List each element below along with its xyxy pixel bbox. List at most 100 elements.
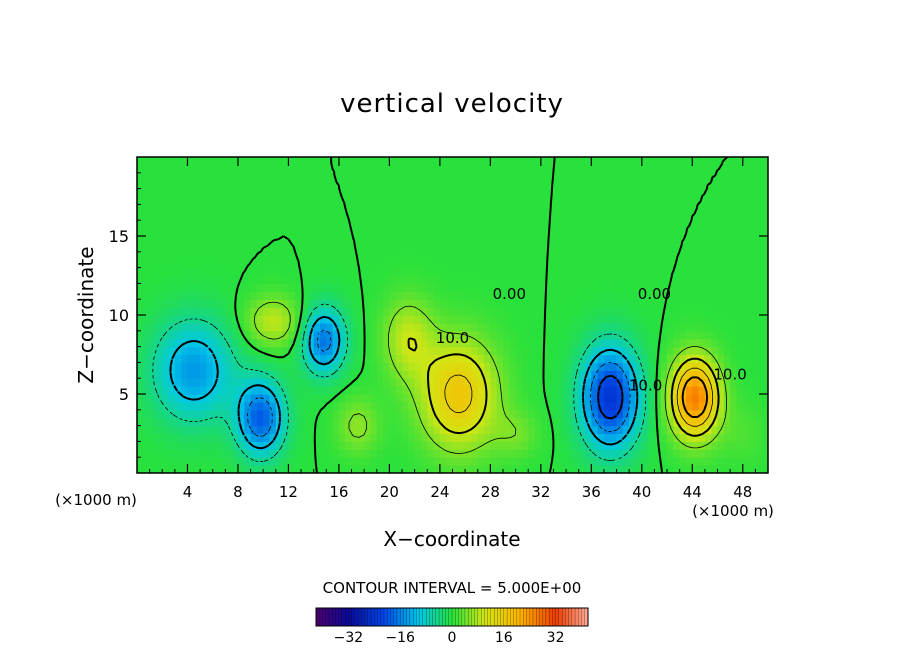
- heatmap-cell: [755, 315, 763, 324]
- heatmap-cell: [395, 251, 403, 261]
- x-tick-label: 36: [582, 483, 601, 501]
- colorbar-tick-label: 32: [547, 630, 565, 646]
- heatmap-cell: [622, 299, 630, 308]
- heatmap-cell: [629, 251, 637, 261]
- heatmap-cell: [667, 394, 674, 403]
- heatmap-cell: [383, 354, 390, 363]
- heatmap-cell: [610, 204, 618, 213]
- heatmap-cell: [515, 307, 523, 316]
- heatmap-cell: [446, 157, 454, 166]
- heatmap-cell: [540, 212, 548, 221]
- heatmap-cell: [471, 315, 479, 324]
- colorbar-swatch: [516, 607, 521, 627]
- heatmap-cell: [357, 346, 365, 356]
- heatmap-cell: [244, 362, 252, 371]
- heatmap-cell: [534, 346, 542, 356]
- heatmap-cell: [301, 441, 308, 450]
- heatmap-cell: [692, 465, 700, 473]
- heatmap-cell: [749, 394, 756, 403]
- heatmap-cell: [439, 291, 447, 300]
- heatmap-cell: [250, 259, 258, 269]
- heatmap-cell: [376, 228, 384, 237]
- heatmap-cell: [597, 188, 605, 198]
- heatmap-cell: [402, 433, 409, 442]
- heatmap-cell: [572, 401, 580, 411]
- heatmap-cell: [572, 291, 580, 300]
- heatmap-cell: [471, 417, 479, 427]
- heatmap-cell: [162, 283, 170, 292]
- heatmap-cell: [244, 370, 252, 379]
- heatmap-cell: [515, 164, 523, 174]
- heatmap-cell: [244, 322, 252, 332]
- heatmap-cell: [376, 220, 384, 229]
- heatmap-cell: [231, 378, 239, 387]
- heatmap-cell: [452, 291, 460, 300]
- heatmap-cell: [521, 441, 529, 450]
- heatmap-cell: [301, 172, 308, 182]
- heatmap-cell: [761, 196, 768, 205]
- heatmap-cell: [591, 401, 599, 411]
- heatmap-cell: [477, 307, 485, 316]
- colorbar-swatch: [400, 607, 404, 627]
- heatmap-cell: [742, 370, 750, 379]
- heatmap-cell: [345, 401, 353, 411]
- heatmap-cell: [711, 283, 719, 292]
- heatmap-cell: [521, 338, 529, 348]
- heatmap-cell: [648, 441, 656, 450]
- heatmap-cell: [534, 417, 542, 427]
- heatmap-cell: [629, 204, 637, 213]
- heatmap-cell: [679, 267, 687, 277]
- heatmap-cell: [502, 275, 510, 284]
- heatmap-cell: [490, 417, 498, 427]
- heatmap-cell: [212, 362, 220, 371]
- heatmap-cell: [515, 180, 523, 190]
- heatmap-cell: [679, 291, 687, 300]
- heatmap-cell: [755, 157, 763, 166]
- heatmap-cell: [490, 228, 498, 237]
- heatmap-cell: [484, 275, 491, 284]
- heatmap-cell: [439, 180, 447, 190]
- heatmap-cell: [471, 394, 479, 403]
- heatmap-cell: [635, 417, 643, 427]
- heatmap-cell: [685, 425, 693, 435]
- heatmap-cell: [288, 338, 296, 348]
- heatmap-cell: [629, 236, 637, 245]
- colorbar-swatch: [387, 607, 392, 627]
- heatmap-cell: [654, 465, 662, 473]
- heatmap-cell: [149, 322, 157, 332]
- heatmap-cell: [383, 362, 390, 371]
- heatmap-cell: [502, 354, 510, 363]
- heatmap-cell: [622, 188, 630, 198]
- heatmap-cell: [206, 220, 214, 229]
- heatmap-cell: [427, 267, 435, 277]
- heatmap-cell: [496, 259, 504, 269]
- heatmap-cell: [704, 259, 712, 269]
- heatmap-cell: [288, 417, 296, 427]
- heatmap-cell: [622, 425, 630, 435]
- heatmap-cell: [597, 338, 605, 348]
- heatmap-cell: [237, 157, 245, 166]
- heatmap-cell: [269, 409, 277, 419]
- heatmap-cell: [452, 220, 460, 229]
- heatmap-cell: [402, 330, 409, 340]
- heatmap-cell: [345, 409, 353, 419]
- heatmap-cell: [149, 188, 157, 198]
- heatmap-cell: [364, 370, 372, 379]
- heatmap-cell: [364, 433, 372, 442]
- heatmap-cell: [162, 259, 170, 269]
- heatmap-cell: [585, 354, 592, 363]
- heatmap-cell: [502, 457, 510, 466]
- heatmap-cell: [597, 409, 605, 419]
- heatmap-cell: [704, 386, 712, 395]
- heatmap-cell: [730, 354, 738, 363]
- heatmap-cell: [452, 370, 460, 379]
- heatmap-cell: [427, 330, 435, 340]
- heatmap-cell: [332, 354, 340, 363]
- heatmap-cell: [679, 299, 687, 308]
- heatmap-cell: [616, 243, 624, 253]
- heatmap-cell: [465, 441, 473, 450]
- heatmap-cell: [168, 251, 176, 261]
- heatmap-cell: [660, 441, 668, 450]
- heatmap-cell: [749, 457, 756, 466]
- heatmap-cell: [326, 370, 334, 379]
